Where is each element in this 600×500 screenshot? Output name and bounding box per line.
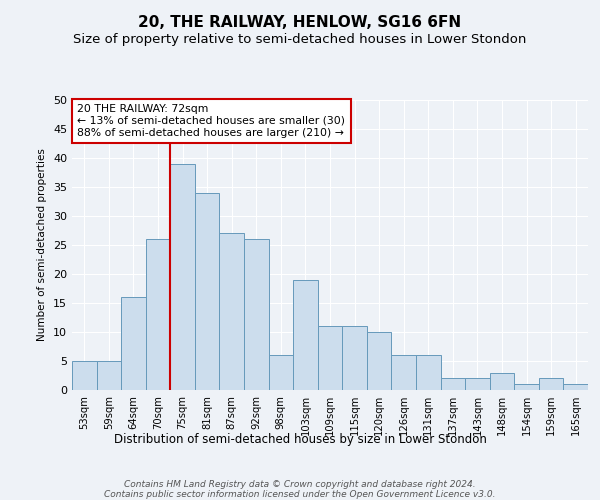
Text: Size of property relative to semi-detached houses in Lower Stondon: Size of property relative to semi-detach…: [73, 32, 527, 46]
Text: Contains HM Land Registry data © Crown copyright and database right 2024.
Contai: Contains HM Land Registry data © Crown c…: [104, 480, 496, 500]
Bar: [342, 326, 367, 390]
Bar: [318, 326, 342, 390]
Bar: [391, 355, 416, 390]
Bar: [97, 361, 121, 390]
Bar: [220, 234, 244, 390]
Text: 20, THE RAILWAY, HENLOW, SG16 6FN: 20, THE RAILWAY, HENLOW, SG16 6FN: [139, 15, 461, 30]
Bar: [440, 378, 465, 390]
Bar: [146, 239, 170, 390]
Bar: [170, 164, 195, 390]
Bar: [72, 361, 97, 390]
Bar: [539, 378, 563, 390]
Y-axis label: Number of semi-detached properties: Number of semi-detached properties: [37, 148, 47, 342]
Bar: [514, 384, 539, 390]
Bar: [195, 193, 220, 390]
Bar: [416, 355, 440, 390]
Bar: [367, 332, 391, 390]
Bar: [490, 372, 514, 390]
Bar: [244, 239, 269, 390]
Bar: [563, 384, 588, 390]
Text: Distribution of semi-detached houses by size in Lower Stondon: Distribution of semi-detached houses by …: [113, 432, 487, 446]
Bar: [293, 280, 318, 390]
Bar: [121, 297, 146, 390]
Bar: [465, 378, 490, 390]
Text: 20 THE RAILWAY: 72sqm
← 13% of semi-detached houses are smaller (30)
88% of semi: 20 THE RAILWAY: 72sqm ← 13% of semi-deta…: [77, 104, 345, 138]
Bar: [269, 355, 293, 390]
